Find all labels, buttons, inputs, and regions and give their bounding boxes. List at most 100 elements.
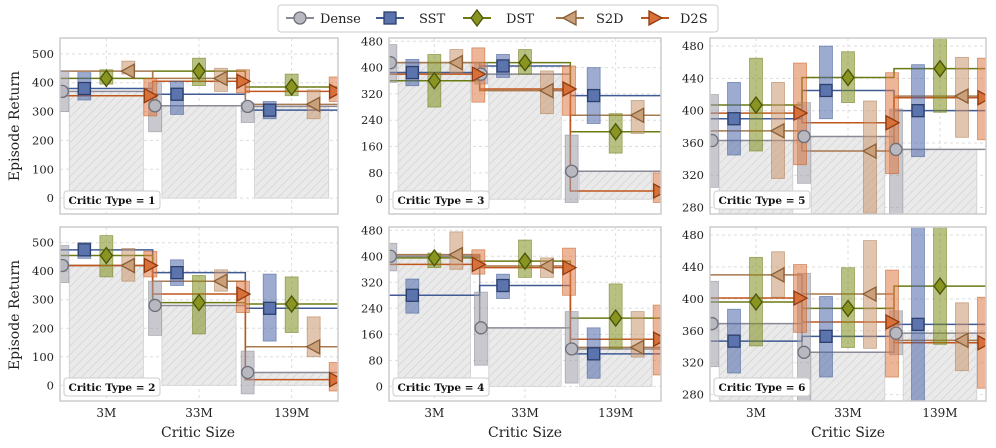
marker-s2d [119,63,135,80]
panel-frame [709,226,987,402]
marker-dst [608,308,623,328]
panel-label-box [713,190,811,210]
marker-dst [749,95,763,115]
marker-dst [841,299,855,318]
panel-critic-type-4: 0 80 160 240 320 400 480 3M 33M 139M Critic Type =… [361,223,662,420]
marker-d2s [471,66,487,83]
reference-bar [488,327,562,387]
marker-sst [170,265,184,280]
marker-dst [192,62,206,81]
marker-dst [192,293,206,312]
marker-d2s [471,256,487,273]
marker-dense [148,99,162,113]
marker-dense [889,142,903,157]
marker-dst [427,71,442,90]
range-bar-sst [911,227,925,401]
y-tick-label: 280 [682,388,704,402]
marker-s2d [769,122,785,139]
marker-dense [474,321,488,335]
marker-dense [60,258,69,273]
marker-d2s [793,289,809,307]
panel-critic-type-1: 0 100 200 300 400 500 Critic Type = 1 [32,37,339,215]
legend-label-dense: Dense [320,12,361,27]
panel-critic-type-3: 0 80 160 240 320 400 480 Critic Type = 3 [361,34,662,215]
marker-d2s [329,83,338,100]
plot-content [60,57,338,199]
legend-item-s2d[interactable]: S2D [556,9,624,27]
marker-s2d [538,82,554,99]
y-tick-label: 400 [32,264,54,278]
marker-sst [496,59,510,73]
marker-dense [148,298,162,313]
y-tick-label: 320 [682,356,704,370]
marker-dense [565,342,579,356]
panel-critic-type-5: 280 320 360 400 440 480 Critic Type = 5 [682,37,987,215]
marker-d2s [236,73,252,90]
reference-bar [397,255,472,387]
y-tick-label: 360 [682,324,704,338]
marker-sst [587,88,601,103]
y-tick-label: 440 [682,260,704,274]
marker-sst [170,87,184,101]
marker-dense [565,164,579,178]
step-line-sst [60,249,338,310]
marker-d2s [143,87,159,104]
legend-item-dense[interactable]: Dense [286,11,361,27]
marker-dst [284,294,299,314]
y-tick-label: 500 [32,47,54,61]
y-tick-label: 0 [47,191,54,205]
y-tick-label: 160 [361,327,383,341]
y-tick-label: 0 [376,192,383,206]
marker-s2d [305,338,321,355]
x-tick-label: 33M [834,406,862,420]
reference-bar [902,149,978,214]
y-tick-label: 400 [682,104,704,118]
marker-sst [405,288,419,302]
y-tick-label: 300 [32,293,54,307]
plot-content [389,44,661,203]
marker-s2d [212,273,228,290]
legend-marker-dense [293,11,307,25]
y-axis-title-bottom: Episode Return [7,260,23,370]
legend-marker-sst [383,11,397,25]
plot-content [389,231,661,387]
marker-sst [819,83,833,98]
marker-sst [727,112,741,126]
marker-dst [99,246,114,265]
reference-bar [579,170,653,200]
marker-dst [749,292,763,312]
marker-dense [241,99,255,114]
y-tick-label: 320 [361,87,383,101]
panel-frame [59,226,339,402]
marker-s2d [769,266,785,283]
y-tick-label: 400 [361,61,383,75]
y-tick-label: 480 [361,34,383,48]
y-tick-label: 480 [682,228,704,242]
marker-dst [518,53,532,72]
marker-dst [427,248,442,267]
marker-dense [60,84,69,99]
marker-dst [933,276,947,296]
panel-label: Critic Type = 2 [69,382,156,394]
panel-label: Critic Type = 5 [719,195,806,207]
marker-s2d [629,339,645,356]
x-axis-title-right: Critic Size [811,425,885,441]
legend-item-d2s[interactable]: D2S [641,9,708,27]
y-tick-label: 400 [361,249,383,263]
y-tick-label: 480 [682,39,704,53]
marker-d2s [653,331,661,348]
legend-item-sst[interactable]: SST [376,11,446,27]
y-tick-label: 300 [32,105,54,119]
y-tick-label: 0 [376,379,383,393]
marker-d2s [885,313,901,331]
marker-sst [77,243,91,257]
y-tick-label: 360 [682,136,704,150]
y-tick-label: 280 [682,201,704,215]
marker-d2s [562,80,578,98]
marker-dense [710,316,719,331]
panel-label: Critic Type = 1 [69,195,156,207]
marker-dst [841,68,855,87]
marker-s2d [861,142,877,160]
panel-label-box [713,377,811,397]
legend-item-dst[interactable]: DST [463,8,534,28]
